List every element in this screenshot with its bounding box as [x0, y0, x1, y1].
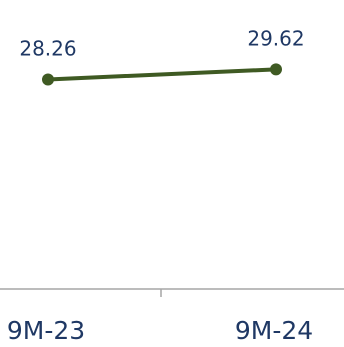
x-tick-label-9m-24: 9M-24 [235, 316, 313, 345]
data-point-9m-23 [42, 73, 54, 86]
series-layer [42, 63, 282, 86]
data-point-9m-24 [270, 63, 282, 76]
data-label-9m-23: 28.26 [19, 36, 76, 60]
series-line [46, 67, 278, 82]
x-tick-label-9m-23: 9M-23 [7, 316, 85, 345]
label-layer: 28.26 29.62 9M-23 9M-24 [7, 26, 313, 345]
data-label-9m-24: 29.62 [247, 26, 304, 50]
